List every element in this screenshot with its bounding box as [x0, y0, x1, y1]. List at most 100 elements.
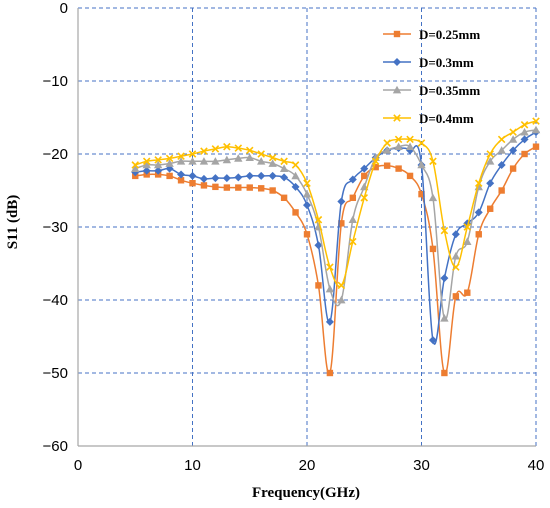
data-point: [418, 190, 425, 198]
data-point: [245, 171, 254, 180]
data-point: [269, 187, 276, 194]
x-tick-label: 30: [413, 457, 430, 474]
data-point: [188, 150, 197, 158]
data-point: [531, 125, 541, 134]
data-point: [154, 166, 163, 175]
data-point: [487, 205, 494, 212]
data-point: [349, 194, 356, 201]
data-point: [383, 162, 391, 169]
y-tick-label: −40: [43, 292, 68, 309]
data-point: [486, 150, 494, 158]
data-point: [303, 201, 311, 210]
data-point: [314, 215, 323, 224]
data-point: [142, 166, 151, 175]
data-point: [188, 171, 197, 180]
data-point: [258, 185, 265, 192]
data-point: [474, 208, 483, 217]
data-point: [291, 171, 300, 180]
data-point: [279, 164, 289, 172]
data-point: [337, 281, 346, 290]
data-point: [222, 155, 232, 164]
data-point: [177, 170, 186, 179]
data-point: [371, 157, 380, 166]
data-point: [532, 143, 540, 150]
y-tick-label: −20: [43, 146, 68, 163]
data-point: [211, 145, 220, 153]
data-point: [326, 369, 334, 377]
data-point: [246, 184, 253, 191]
data-point: [131, 164, 140, 172]
data-point: [452, 293, 460, 300]
data-point: [382, 146, 392, 154]
legend-label: D=0.4mm: [419, 111, 474, 126]
data-point: [440, 314, 449, 322]
data-point: [154, 156, 162, 164]
data-point: [520, 121, 529, 129]
x-tick-label: 10: [184, 457, 201, 474]
data-point: [325, 284, 335, 293]
grid: [78, 7, 537, 446]
series-D=0.4mm: [131, 117, 540, 290]
data-point: [199, 174, 208, 183]
y-tick-label: −60: [43, 438, 68, 455]
data-point: [394, 135, 403, 144]
data-point: [521, 150, 528, 158]
data-point: [165, 154, 174, 163]
data-point: [520, 135, 529, 144]
data-point: [498, 187, 505, 194]
legend-marker: [393, 58, 401, 66]
data-point: [223, 142, 231, 151]
legend-entry: D=0.25mm: [383, 27, 480, 42]
legend-label: D=0.25mm: [419, 27, 480, 42]
legend-marker: [393, 114, 401, 122]
data-point: [486, 157, 495, 165]
data-point: [280, 157, 288, 166]
y-tick-label: −10: [43, 73, 68, 90]
legend-entry: D=0.35mm: [383, 83, 480, 98]
x-tick-label: 20: [299, 457, 316, 474]
legend: D=0.25mm D=0.3mm D=0.35mm D=0.4mm: [383, 27, 480, 126]
data-point: [176, 157, 186, 165]
series-group: [131, 117, 541, 377]
data-point: [508, 135, 518, 143]
data-point: [235, 184, 242, 191]
data-point: [199, 157, 209, 165]
data-point: [211, 157, 220, 165]
data-point: [497, 146, 506, 154]
data-point: [212, 183, 219, 191]
data-point: [429, 157, 437, 166]
data-point: [451, 252, 461, 260]
data-point: [131, 161, 140, 169]
data-point: [257, 171, 266, 180]
axes: [77, 8, 536, 447]
data-point: [268, 159, 277, 167]
y-tick-label: 0: [60, 0, 68, 17]
data-point: [291, 182, 300, 191]
data-point: [486, 179, 495, 188]
legend-marker: [392, 85, 402, 94]
data-point: [405, 142, 415, 151]
legend-marker: [393, 30, 401, 38]
data-point: [291, 161, 300, 169]
data-point: [383, 139, 391, 147]
legend-label: D=0.3mm: [419, 55, 474, 70]
data-point: [245, 153, 254, 162]
data-point: [234, 144, 243, 152]
data-point: [315, 282, 322, 289]
data-point: [257, 157, 266, 165]
data-point: [234, 173, 243, 182]
legend-entry: D=0.4mm: [383, 111, 474, 126]
data-point: [142, 160, 151, 169]
data-point: [474, 179, 483, 187]
data-point: [348, 215, 357, 224]
data-point: [303, 231, 311, 238]
data-point: [394, 142, 403, 151]
data-point: [200, 182, 208, 189]
data-point: [463, 237, 472, 245]
data-point: [532, 117, 540, 125]
data-point: [417, 160, 426, 169]
data-point: [348, 175, 357, 184]
data-point: [337, 197, 346, 206]
data-point: [234, 154, 243, 162]
